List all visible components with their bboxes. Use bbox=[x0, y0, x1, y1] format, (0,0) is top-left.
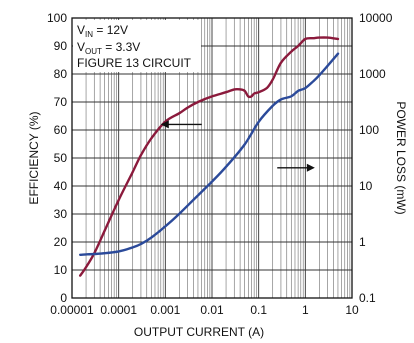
x-tick-label: 0.1 bbox=[250, 303, 267, 317]
left-axis-title: EFFICIENCY (%) bbox=[27, 111, 41, 204]
right-tick-label: 1 bbox=[359, 235, 366, 249]
right-axis-arrow-head bbox=[306, 163, 315, 172]
left-tick-label: 30 bbox=[54, 207, 68, 221]
left-tick-label: 60 bbox=[54, 123, 68, 137]
axis-arrows bbox=[160, 120, 315, 172]
left-tick-label: 90 bbox=[54, 39, 68, 53]
left-tick-label: 50 bbox=[54, 151, 68, 165]
left-tick-label: 70 bbox=[54, 95, 68, 109]
right-tick-label: 100 bbox=[359, 123, 379, 137]
left-tick-label: 10 bbox=[54, 263, 68, 277]
right-axis-title: POWER LOSS (mW) bbox=[394, 101, 408, 214]
x-tick-label: 0.001 bbox=[150, 303, 180, 317]
efficiency-curve bbox=[79, 36, 340, 277]
right-tick-label: 10000 bbox=[359, 11, 393, 25]
right-tick-label: 0.1 bbox=[359, 291, 376, 305]
tick-labels: 0.00001 0.0001 0.001 0.01 0.1 1 10010203040506… bbox=[47, 11, 393, 317]
curves bbox=[79, 36, 340, 277]
left-tick-label: 40 bbox=[54, 179, 68, 193]
annotation-box: VIN = 12V VOUT = 3.3V FIGURE 13 CIRCUIT bbox=[73, 20, 201, 72]
left-tick-label: 20 bbox=[54, 235, 68, 249]
x-axis-title: OUTPUT CURRENT (A) bbox=[134, 325, 264, 339]
x-tick-label: 0.0001 bbox=[100, 303, 137, 317]
x-tick-label: 1 bbox=[302, 303, 309, 317]
figure-label: FIGURE 13 CIRCUIT bbox=[77, 56, 192, 70]
vin-label: VIN = 12V bbox=[77, 23, 128, 39]
right-tick-label: 1000 bbox=[359, 67, 386, 81]
x-tick-label: 10 bbox=[345, 303, 359, 317]
vout-label: VOUT = 3.3V bbox=[77, 40, 140, 56]
plot-frame bbox=[71, 17, 353, 299]
right-tick-label: 10 bbox=[359, 179, 373, 193]
left-tick-label: 0 bbox=[60, 291, 67, 305]
plot-border bbox=[71, 17, 353, 299]
x-tick-label: 0.01 bbox=[200, 303, 224, 317]
left-tick-label: 100 bbox=[47, 11, 67, 25]
left-axis-arrow-head bbox=[160, 120, 169, 129]
x-tick-label: 0.00001 bbox=[50, 303, 94, 317]
left-tick-label: 80 bbox=[54, 67, 68, 81]
power_loss-curve bbox=[79, 52, 340, 256]
